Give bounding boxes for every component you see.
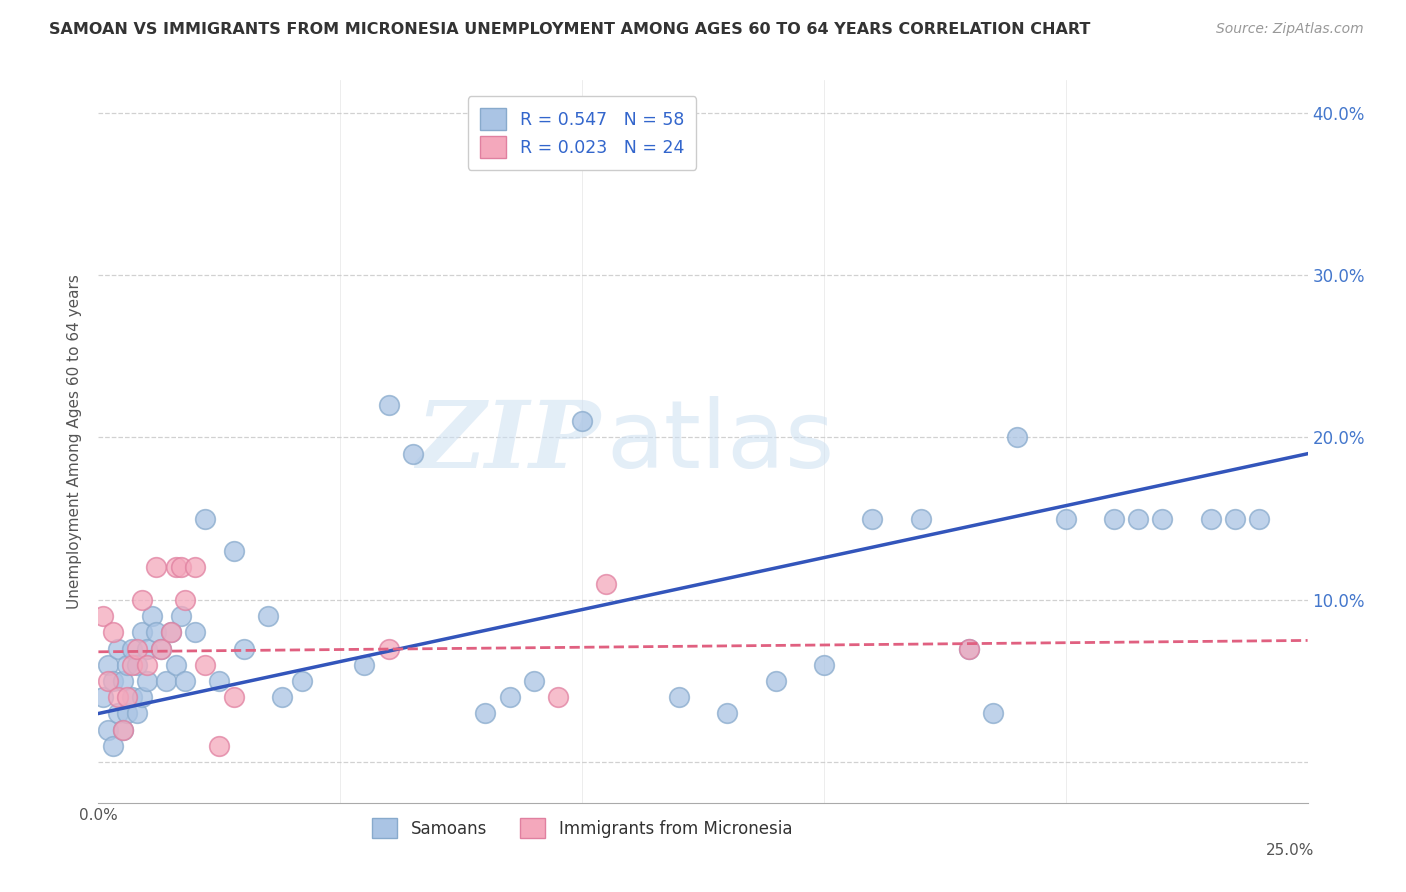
Point (121, 657, 143, 672)
Point (860, 511, 883, 525)
Point (668, 690, 690, 705)
Point (1102, 511, 1125, 525)
Point (117, 657, 139, 672)
Point (174, 673, 197, 688)
Point (145, 560, 167, 574)
Point (222, 690, 245, 705)
Point (107, 641, 129, 656)
Point (184, 625, 207, 640)
Point (169, 609, 191, 624)
Point (981, 706, 1004, 721)
Point (377, 641, 399, 656)
Point (271, 690, 294, 705)
Point (141, 609, 163, 624)
Point (107, 706, 129, 721)
Point (155, 673, 177, 688)
Point (1128, 511, 1150, 525)
Point (160, 625, 183, 640)
Point (595, 576, 617, 591)
Point (290, 673, 312, 688)
Point (523, 673, 546, 688)
Point (117, 690, 139, 705)
Point (1007, 430, 1029, 444)
Point (91, 609, 114, 624)
Point (101, 625, 124, 640)
Text: ZIP: ZIP (416, 397, 600, 486)
Point (135, 641, 157, 656)
Point (232, 641, 254, 656)
Point (111, 723, 134, 737)
Point (135, 673, 157, 688)
Point (131, 592, 153, 607)
Point (353, 657, 375, 672)
Point (97, 673, 120, 688)
Point (716, 706, 738, 721)
Point (160, 625, 183, 640)
Point (131, 690, 153, 705)
Point (571, 414, 593, 428)
Point (169, 560, 191, 574)
Y-axis label: Unemployment Among Ages 60 to 64 years: Unemployment Among Ages 60 to 64 years (67, 274, 83, 609)
Point (957, 641, 980, 656)
Point (765, 673, 787, 688)
Point (256, 609, 278, 624)
Point (150, 641, 173, 656)
Legend: Samoans, Immigrants from Micronesia: Samoans, Immigrants from Micronesia (366, 812, 799, 845)
Point (194, 511, 217, 525)
Point (377, 398, 399, 412)
Point (194, 657, 217, 672)
Point (184, 560, 207, 574)
Point (127, 706, 149, 721)
Point (150, 641, 173, 656)
Point (1152, 511, 1174, 525)
Point (1054, 511, 1077, 525)
Point (127, 641, 149, 656)
Point (117, 706, 139, 721)
Point (957, 641, 980, 656)
Point (165, 560, 187, 574)
Point (813, 657, 835, 672)
Point (174, 592, 197, 607)
Point (474, 706, 496, 721)
Text: SAMOAN VS IMMIGRANTS FROM MICRONESIA UNEMPLOYMENT AMONG AGES 60 TO 64 YEARS CORR: SAMOAN VS IMMIGRANTS FROM MICRONESIA UNE… (49, 22, 1091, 37)
Point (910, 511, 932, 525)
Point (121, 690, 143, 705)
Point (547, 690, 569, 705)
Point (97, 723, 120, 737)
Point (498, 690, 520, 705)
Text: atlas: atlas (606, 395, 835, 488)
Point (121, 641, 143, 656)
Point (1249, 511, 1271, 525)
Point (145, 625, 167, 640)
Point (208, 673, 231, 688)
Point (165, 657, 187, 672)
Text: 25.0%: 25.0% (1267, 843, 1315, 858)
Point (97, 657, 120, 672)
Point (101, 739, 124, 753)
Point (131, 625, 153, 640)
Point (127, 657, 149, 672)
Point (107, 690, 129, 705)
Point (101, 673, 124, 688)
Point (1199, 511, 1222, 525)
Point (135, 657, 157, 672)
Text: Source: ZipAtlas.com: Source: ZipAtlas.com (1216, 22, 1364, 37)
Point (91, 690, 114, 705)
Point (222, 544, 245, 558)
Point (402, 447, 425, 461)
Point (111, 723, 134, 737)
Point (111, 673, 134, 688)
Point (1223, 511, 1246, 525)
Point (208, 739, 231, 753)
